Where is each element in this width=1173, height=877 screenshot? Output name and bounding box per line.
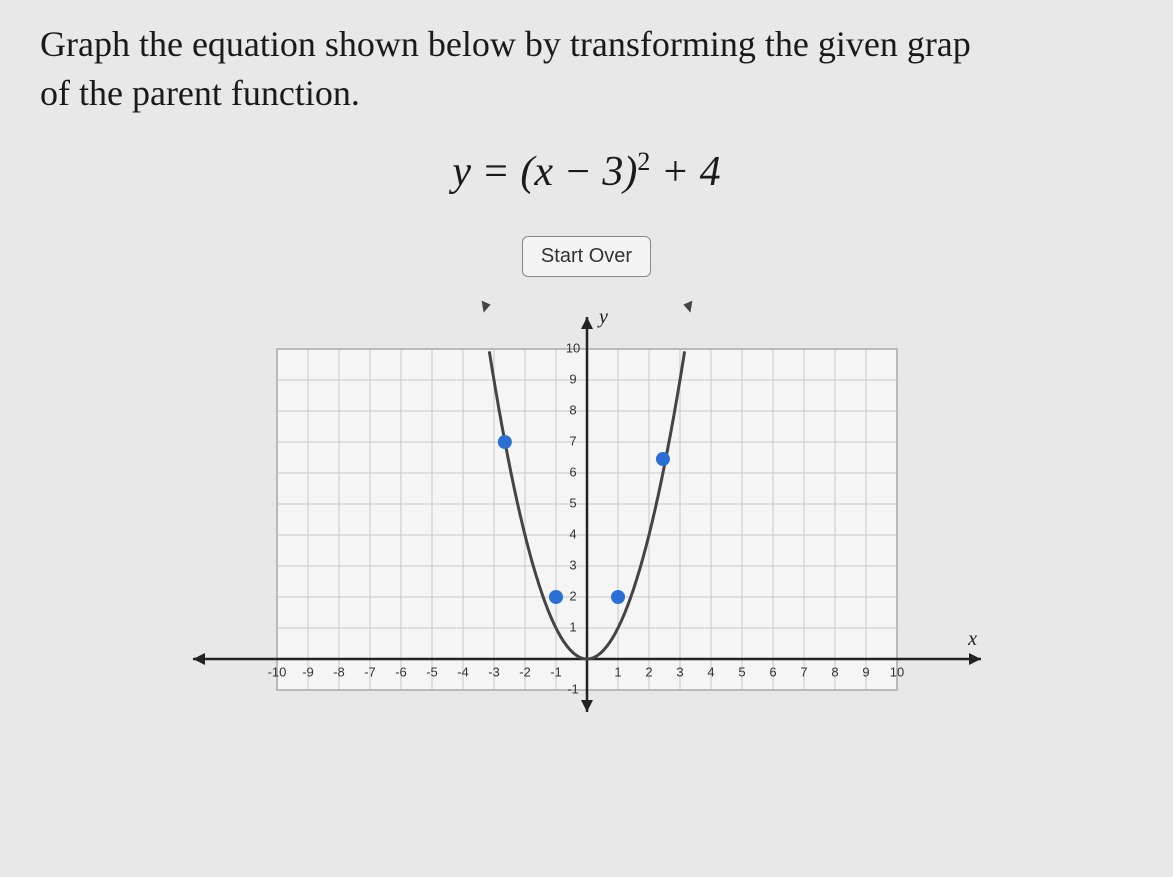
y-tick-label: 9: [569, 372, 576, 387]
equation-vshift: 4: [700, 149, 721, 195]
y-tick-label: 3: [569, 558, 576, 573]
x-tick-label: 6: [769, 665, 776, 680]
equation-exp: 2: [637, 147, 650, 176]
y-tick-label: 5: [569, 496, 576, 511]
x-tick-label: -2: [519, 665, 531, 680]
x-tick-label: -4: [457, 665, 469, 680]
x-axis-arrow-right: [969, 653, 981, 665]
x-tick-label: -6: [395, 665, 407, 680]
y-axis-arrow-up: [581, 317, 593, 329]
x-tick-label: 5: [738, 665, 745, 680]
x-tick-label: -1: [550, 665, 562, 680]
y-tick-label: 1: [569, 620, 576, 635]
equation: y = (x − 3)2 + 4: [40, 147, 1133, 196]
x-tick-label: 8: [831, 665, 838, 680]
y-tick-label: 6: [569, 465, 576, 480]
question-prompt: Graph the equation shown below by transf…: [40, 20, 1133, 117]
prompt-line-1: Graph the equation shown below by transf…: [40, 24, 971, 64]
y-tick-label: 7: [569, 434, 576, 449]
coordinate-graph[interactable]: -10 -9 -8 -7 -6 -5 -4 -3 -2 -1 1 2 3 4 5 6 7 8 9 10 1 2 3 4 5 6 7 8…: [183, 287, 991, 717]
y-tick-label: 10: [565, 341, 579, 356]
x-tick-label: 3: [676, 665, 683, 680]
x-tick-label: 2: [645, 665, 652, 680]
x-tick-label: -9: [302, 665, 314, 680]
x-tick-label: -8: [333, 665, 345, 680]
x-axis-label: x: [967, 628, 977, 650]
equation-lhs: y: [452, 149, 471, 195]
x-tick-label: -3: [488, 665, 500, 680]
y-tick-label: 4: [569, 527, 576, 542]
x-tick-label: -7: [364, 665, 376, 680]
plot-point[interactable]: [655, 452, 669, 466]
start-over-button[interactable]: Start Over: [522, 236, 651, 277]
prompt-line-2: of the parent function.: [40, 73, 360, 113]
y-tick-label: 2: [569, 589, 576, 604]
plot-point[interactable]: [497, 435, 511, 449]
x-tick-label: 10: [889, 665, 903, 680]
curve-arrow-right: [683, 301, 692, 313]
curve-arrow-left: [481, 301, 490, 313]
x-tick-label: 4: [707, 665, 714, 680]
y-tick-label: 8: [569, 403, 576, 418]
x-tick-label: 1: [614, 665, 621, 680]
plot-point[interactable]: [549, 590, 563, 604]
y-tick-label: -1: [567, 682, 579, 697]
x-axis-arrow-left: [193, 653, 205, 665]
x-tick-label: -5: [426, 665, 438, 680]
equation-hshift: 3: [602, 149, 623, 195]
y-axis-label: y: [597, 306, 608, 328]
x-tick-label: -10: [267, 665, 286, 680]
equation-var: x: [534, 149, 553, 195]
y-axis-arrow-down: [581, 700, 593, 712]
x-tick-label: 7: [800, 665, 807, 680]
plot-point[interactable]: [611, 590, 625, 604]
x-tick-label: 9: [862, 665, 869, 680]
